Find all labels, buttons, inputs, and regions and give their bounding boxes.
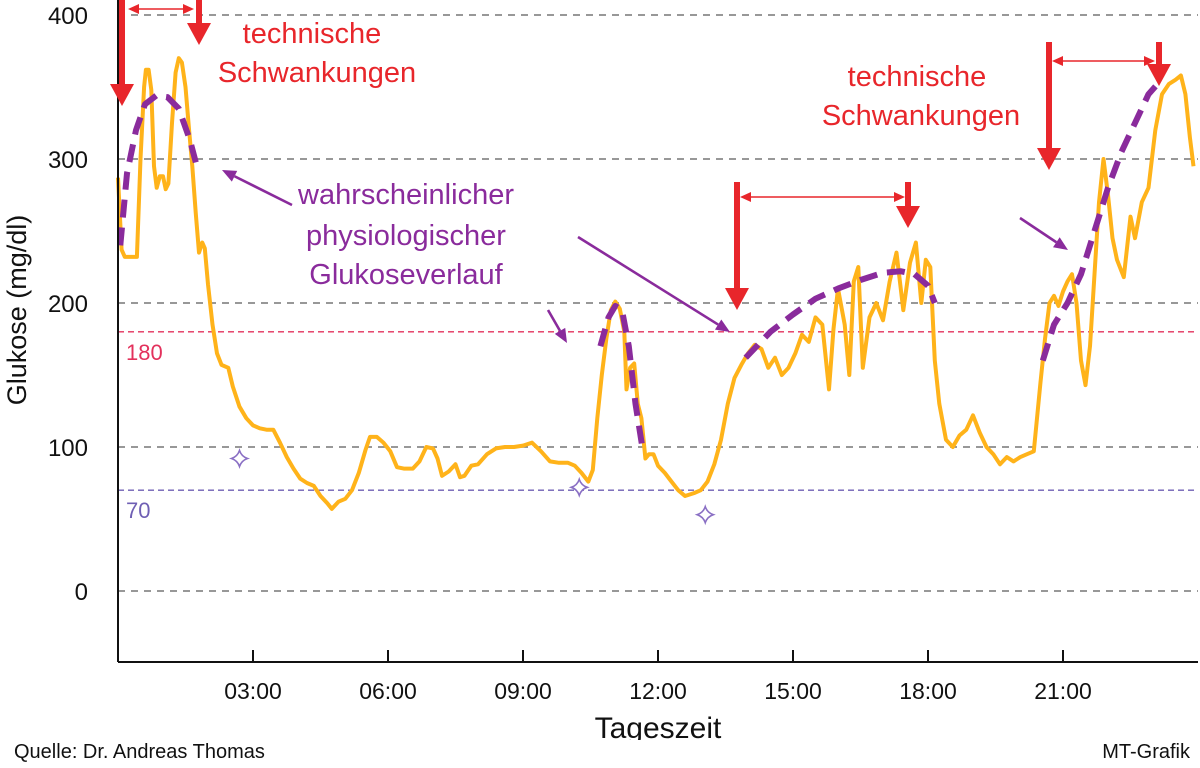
pointer-arrowhead [222, 170, 238, 182]
estimate-line [597, 302, 646, 448]
x-tick-label: 12:00 [629, 678, 687, 704]
annotations: technische Schwankungen technische Schwanku… [110, 0, 1171, 343]
grid-lines [118, 14, 1198, 592]
limit-label: 70 [126, 498, 150, 523]
y-tick-label: 0 [75, 579, 88, 606]
span-arrowhead [1144, 56, 1155, 66]
annotation-text: Schwankungen [822, 100, 1020, 132]
y-tick-label: 200 [48, 291, 88, 318]
pointer-arrowhead [554, 327, 567, 343]
span-arrowhead [740, 192, 751, 202]
glucose-chart: 180 70 0 100 200 300 400 03:00 06:00 09:00 12:00 1… [2, 0, 1198, 740]
y-tick-label: 300 [48, 147, 88, 174]
y-axis-title: Glukose (mg/dl) [2, 215, 32, 406]
pointer-arrow [233, 175, 293, 207]
low-marker [568, 476, 590, 498]
pointer-arrow [546, 309, 562, 332]
annotation-text: technische [243, 18, 382, 50]
x-axis-title: Tageszeit [595, 712, 722, 740]
x-tick-label: 09:00 [494, 678, 552, 704]
fluctuation-arrowhead [896, 206, 920, 228]
annotation-text: Schwankungen [218, 57, 416, 89]
fluctuation-arrowhead [187, 23, 211, 45]
pointer-arrow [577, 235, 719, 326]
estimate-line [1039, 82, 1160, 362]
source-credit: Quelle: Dr. Andreas Thomas [14, 741, 265, 763]
fluctuation-arrowhead [110, 84, 134, 106]
data-series [116, 56, 1196, 511]
graphic-credit: MT-Grafik [1102, 741, 1190, 763]
x-tick-label: 03:00 [224, 678, 282, 704]
pointer-arrowhead [1053, 237, 1068, 250]
glucose-line [116, 56, 1196, 511]
span-arrowhead [128, 4, 139, 14]
limit-label: 180 [126, 340, 163, 365]
low-marker [228, 447, 251, 470]
fluctuation-arrowhead [1147, 64, 1171, 86]
x-tick-label: 06:00 [359, 678, 417, 704]
x-tick-label: 15:00 [764, 678, 822, 704]
span-arrowhead [894, 192, 905, 202]
reference-lines: 180 70 [118, 331, 1198, 523]
annotation-text: technische [848, 61, 987, 93]
pointer-arrowhead [714, 319, 730, 332]
x-tick-label: 18:00 [899, 678, 957, 704]
span-arrowhead [183, 4, 194, 14]
axes: 0 100 200 300 400 03:00 06:00 09:00 12:00 15:00 18… [2, 0, 1198, 740]
fluctuation-arrowhead [725, 288, 749, 310]
annotation-text: Glukoseverlauf [309, 259, 503, 291]
y-tick-label: 400 [48, 3, 88, 30]
estimate-line [117, 92, 200, 246]
low-markers [228, 447, 716, 526]
low-marker [694, 504, 716, 526]
pointer-arrow [1019, 216, 1058, 244]
y-tick-label: 100 [48, 435, 88, 462]
annotation-text: wahrscheinlicher [297, 179, 514, 211]
x-tick-label: 21:00 [1034, 678, 1092, 704]
span-arrowhead [1052, 56, 1063, 66]
annotation-text: physiologischer [306, 220, 506, 252]
estimate-line [743, 268, 938, 360]
fluctuation-arrowhead [1037, 148, 1061, 170]
